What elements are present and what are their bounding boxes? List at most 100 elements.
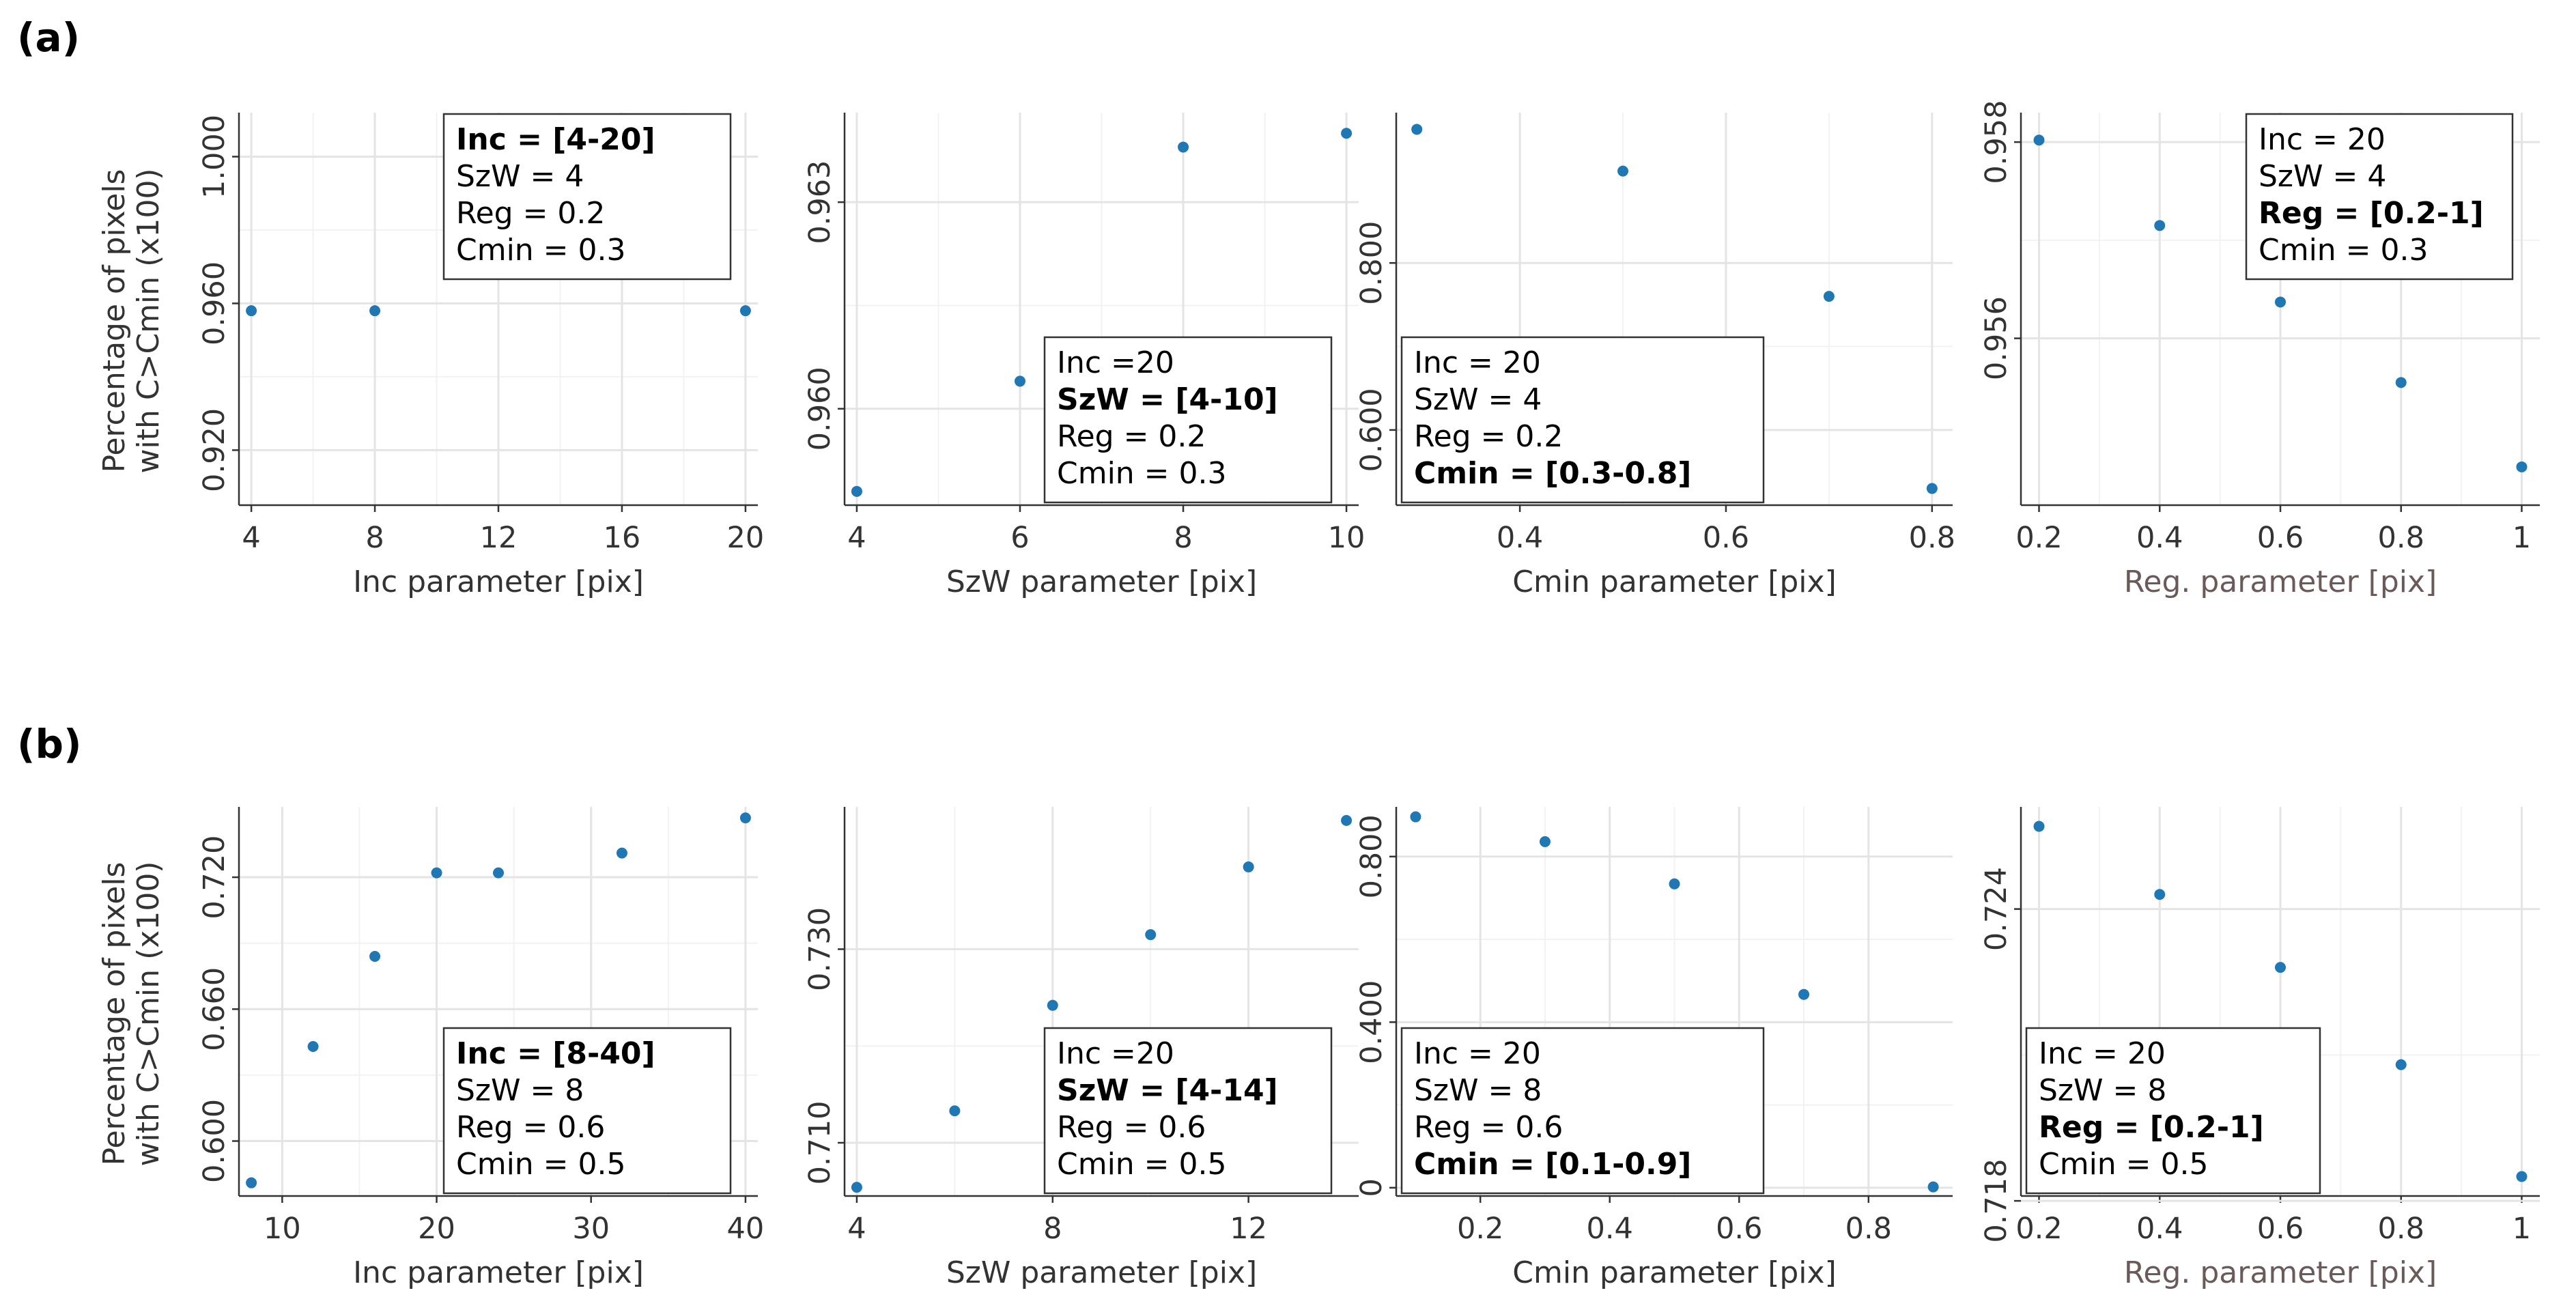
data-point [1798, 988, 1810, 1000]
legend-line: Cmin = 0.5 [1057, 1147, 1227, 1182]
legend-frame [442, 113, 732, 281]
data-point [1341, 814, 1353, 826]
chart-panel-a3: 0.4 0.6 0.8 0.600 0.800 Cmin parameter [pix] I… [1355, 113, 1955, 599]
y-tick-label: 0.724 [1979, 867, 2013, 951]
data-point [2033, 134, 2045, 146]
y-tick-label: 0.956 [1979, 296, 2013, 380]
data-point [431, 867, 442, 879]
legend-line: SzW = 4 [456, 159, 584, 194]
legend-line: Cmin = [0.1-0.9] [1414, 1147, 1691, 1182]
x-tick-label: 16 [604, 521, 641, 555]
legend-line: SzW = 4 [1414, 382, 1542, 417]
x-axis-title: Cmin parameter [pix] [1512, 565, 1836, 599]
legend-line: Inc = [8-40] [456, 1036, 655, 1071]
data-point [851, 1182, 862, 1193]
x-tick-label: 0.8 [1845, 1212, 1892, 1246]
shared-ylabel-b-line2: with C>Cmin (x100) [131, 862, 166, 1167]
data-point [739, 305, 751, 317]
y-tick-label: 0.958 [1979, 100, 2013, 184]
chart-panel-b2: 4 8 12 0.710 0.730 SzW parameter [pix] Inc =20… [803, 807, 1359, 1290]
data-point [2395, 377, 2407, 388]
x-axis-title: Inc parameter [pix] [353, 565, 644, 599]
x-axis-title: Cmin parameter [pix] [1512, 1255, 1836, 1290]
legend-line: SzW = 8 [456, 1073, 584, 1108]
y-tick-label: 0.730 [803, 907, 837, 991]
chart-panel-a2: 4 6 8 10 0.960 0.963 SzW parameter [pix] Inc =2… [803, 113, 1365, 599]
x-axis-title: SzW parameter [pix] [946, 1255, 1257, 1290]
data-point [1926, 483, 1938, 494]
legend-line: SzW = 4 [2259, 159, 2386, 194]
x-tick-label: 4 [847, 1212, 866, 1246]
data-point [1669, 878, 1680, 889]
legend-frame [2025, 1027, 2321, 1195]
x-axis-title: Reg. parameter [pix] [2124, 1255, 2437, 1290]
legend-line: Reg = 0.6 [1414, 1110, 1563, 1145]
legend-line: Cmin = 0.3 [1057, 456, 1227, 491]
legend-line: Cmin = 0.3 [456, 233, 626, 268]
y-tick-label: 1.000 [197, 115, 231, 199]
legend-line: Reg = 0.6 [1057, 1110, 1206, 1145]
x-tick-label: 8 [1174, 521, 1192, 555]
legend-line: Inc =20 [1057, 345, 1174, 380]
legend-line: Reg = 0.6 [456, 1110, 605, 1145]
x-tick-label: 6 [1010, 521, 1029, 555]
legend-frame [2245, 113, 2514, 281]
legend-line: Cmin = 0.5 [456, 1147, 626, 1182]
y-tick-label: 0.660 [197, 967, 231, 1051]
x-tick-label: 0.4 [1587, 1212, 1633, 1246]
data-point [1047, 999, 1058, 1011]
data-point [246, 305, 257, 317]
y-tick-label: 0.600 [1355, 388, 1389, 472]
data-point [2275, 296, 2286, 308]
data-point [1178, 141, 1189, 153]
y-tick-label: 0.800 [1355, 221, 1389, 305]
data-point [1410, 811, 1421, 823]
x-axis-title: Reg. parameter [pix] [2124, 565, 2437, 599]
legend-line: SzW = [4-14] [1057, 1073, 1278, 1108]
data-point [1927, 1181, 1939, 1193]
chart-panel-b3: 0.2 0.4 0.6 0.8 0 0.400 0.800 Cmin parameter [p… [1355, 807, 1953, 1290]
x-tick-label: 0.2 [2015, 1212, 2062, 1246]
data-point [616, 847, 627, 859]
x-tick-label: 0.4 [2136, 521, 2183, 555]
legend-line: Inc = 20 [1414, 345, 1541, 380]
x-axis-title: Inc parameter [pix] [353, 1255, 644, 1290]
x-tick-label: 0.2 [1457, 1212, 1503, 1246]
y-tick-label: 0.800 [1355, 814, 1389, 898]
data-point [2516, 461, 2528, 472]
data-point [307, 1041, 319, 1053]
legend-frame [442, 1027, 732, 1195]
y-tick-label: 0.963 [803, 160, 837, 244]
x-tick-label: 20 [727, 521, 765, 555]
data-point [739, 812, 751, 824]
x-tick-label: 10 [1328, 521, 1365, 555]
legend-line: Inc = 20 [2039, 1036, 2166, 1071]
shared-ylabel-b-line1: Percentage of pixels [97, 862, 132, 1166]
legend-frame [1043, 336, 1333, 504]
legend-line: Reg = [0.2-1] [2259, 196, 2484, 231]
chart-panel-a1: 4 8 12 16 20 0.920 0.960 1.000 Inc parameter [pi… [197, 113, 764, 599]
legend-line: Reg = 0.2 [1414, 419, 1563, 454]
x-tick-label: 12 [480, 521, 518, 555]
data-point [1341, 128, 1353, 139]
y-tick-label: 0.960 [197, 261, 231, 345]
y-tick-label: 0 [1355, 1178, 1389, 1197]
data-point [246, 1177, 257, 1188]
legend-line: Reg = 0.2 [456, 196, 605, 231]
x-tick-label: 0.4 [1497, 521, 1543, 555]
data-point [1539, 836, 1551, 847]
y-tick-label: 0.718 [1979, 1159, 2013, 1243]
x-tick-label: 4 [242, 521, 260, 555]
data-point [2395, 1059, 2407, 1070]
legend-line: Inc = 20 [2259, 122, 2386, 157]
legend-line: Reg = 0.2 [1057, 419, 1206, 454]
data-point [2275, 962, 2286, 973]
